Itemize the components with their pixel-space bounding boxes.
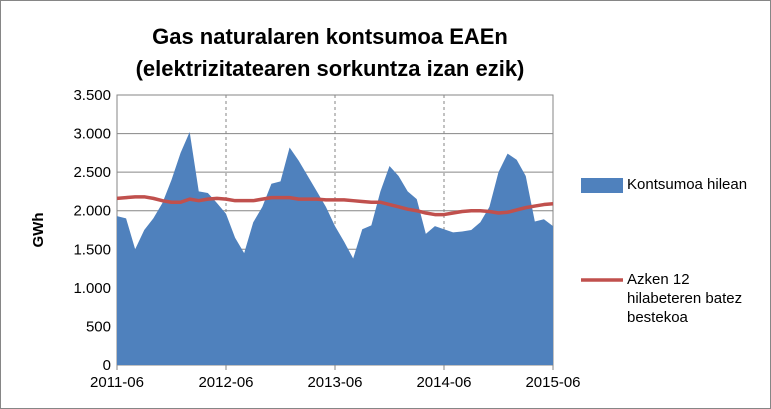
legend-label: Kontsumoa hilean (627, 176, 748, 193)
y-tick-label: 0 (103, 357, 111, 374)
chart-subtitle: (elektrizitatearen sorkuntza izan ezik) (136, 56, 525, 81)
x-tick-label: 2011-06 (90, 374, 144, 391)
x-tick-label: 2012-06 (198, 374, 253, 391)
y-tick-label: 1.000 (73, 280, 111, 297)
y-tick-label: 500 (86, 318, 111, 335)
y-axis-label: GWh (30, 213, 47, 248)
line (116, 195, 554, 217)
area (117, 132, 553, 365)
y-tick-label: 2.000 (73, 203, 111, 220)
x-tick-label: 2015-06 (525, 374, 580, 391)
x-tick-label: 2014-06 (416, 374, 471, 391)
x-tick-label: 2013-06 (307, 374, 362, 391)
y-tick-label: 1.500 (73, 241, 111, 258)
y-tick-label: 3.500 (73, 87, 111, 104)
chart-title: Gas naturalaren kontsumoa EAEn (152, 24, 508, 49)
y-tick-label: 3.000 (73, 126, 111, 143)
legend-swatch (581, 178, 623, 193)
y-tick-label: 2.500 (73, 164, 111, 181)
legend-label: Azken 12 hilabeteren batez bestekoa (627, 271, 743, 326)
